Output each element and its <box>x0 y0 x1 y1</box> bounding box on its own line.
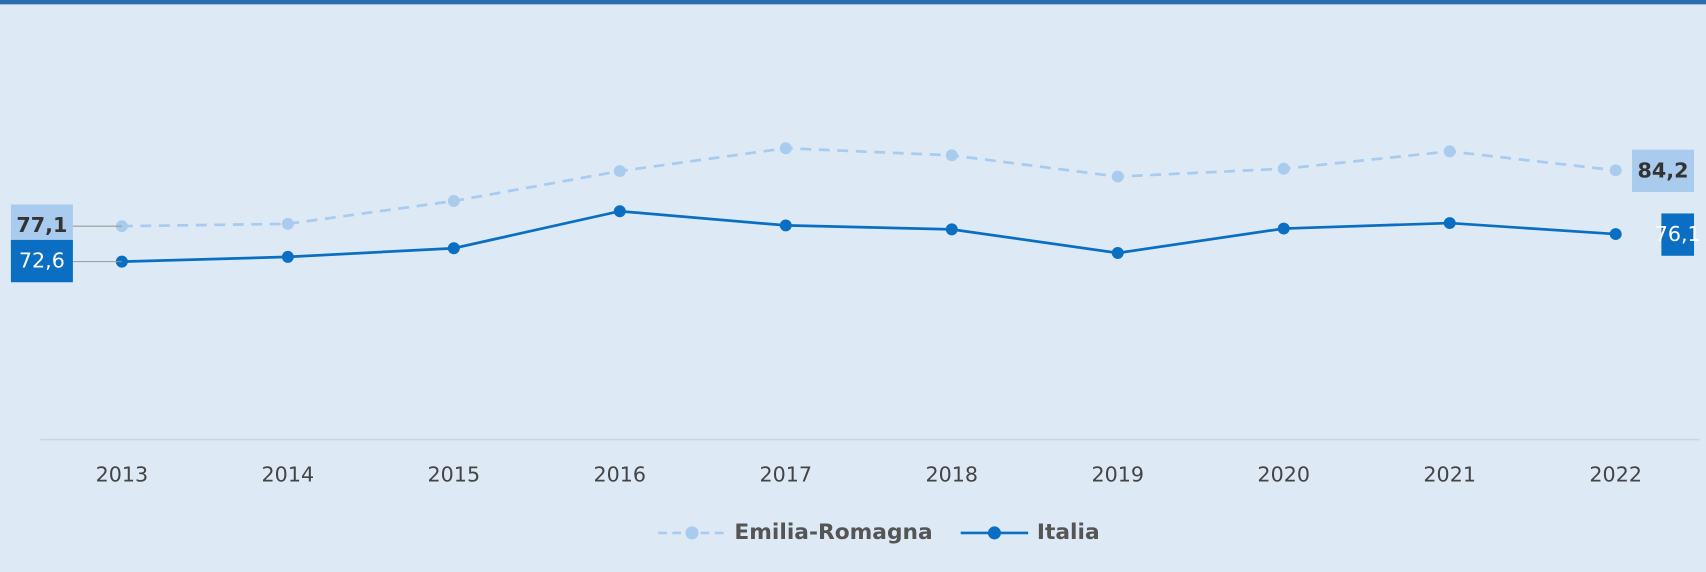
data-point <box>1111 170 1124 183</box>
value-label: 76,1 <box>1655 222 1701 246</box>
data-point <box>945 223 958 236</box>
legend-marker <box>987 526 1001 540</box>
series-line <box>121 146 1616 228</box>
value-label-box <box>10 239 73 283</box>
x-tick-label: 2017 <box>760 462 813 486</box>
data-point <box>115 255 128 268</box>
x-tick-label: 2014 <box>262 462 315 486</box>
data-point <box>281 250 294 263</box>
value-label: 84,2 <box>1638 158 1689 182</box>
data-point <box>1443 145 1456 158</box>
value-label: 72,6 <box>19 249 65 273</box>
data-point <box>779 142 792 155</box>
x-tick-label: 2013 <box>96 462 149 486</box>
data-point <box>281 217 294 230</box>
data-point <box>1443 217 1456 230</box>
x-tick-label: 2018 <box>925 462 978 486</box>
top-border <box>0 0 1706 5</box>
x-tick-label: 2022 <box>1589 462 1642 486</box>
data-point <box>1277 162 1290 175</box>
data-point <box>1277 222 1290 235</box>
data-point <box>945 149 958 162</box>
data-point <box>447 195 460 207</box>
data-point <box>613 165 626 178</box>
value-label-box <box>10 204 73 247</box>
legend-marker <box>685 526 699 540</box>
value-label: 77,1 <box>16 213 67 237</box>
legend-label: Italia <box>1037 520 1100 545</box>
data-point <box>1609 164 1622 177</box>
x-tick-label: 2020 <box>1257 462 1310 486</box>
data-point <box>1609 228 1622 241</box>
x-tick-label: 2015 <box>428 462 481 486</box>
legend-label: Emilia-Romagna <box>734 520 932 545</box>
value-label-box <box>1661 213 1695 256</box>
data-point <box>613 205 626 218</box>
data-point <box>115 220 128 233</box>
data-point <box>447 242 460 255</box>
x-tick-label: 2021 <box>1423 462 1476 486</box>
x-tick-label: 2019 <box>1091 462 1144 486</box>
value-label-box <box>1632 149 1695 192</box>
data-point <box>1111 246 1124 259</box>
x-tick-label: 2016 <box>594 462 647 486</box>
series-line <box>121 209 1616 263</box>
data-point <box>779 219 792 232</box>
